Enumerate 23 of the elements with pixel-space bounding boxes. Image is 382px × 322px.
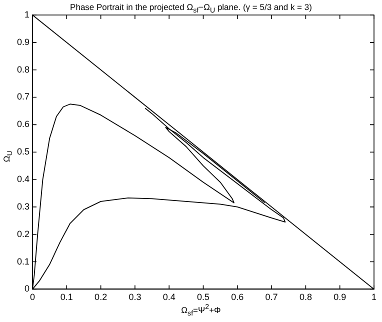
x-tick-label: 0.4 xyxy=(162,292,176,302)
x-tick-label: 0.7 xyxy=(265,292,278,302)
y-tick-label: 0.9 xyxy=(16,36,30,47)
x-tick-label: 0.6 xyxy=(231,292,244,302)
y-tick-label: 1 xyxy=(24,9,30,20)
y-tick-label: 0 xyxy=(24,284,30,294)
y-tick-label: 0.3 xyxy=(16,201,30,212)
y-tick-label: 0.7 xyxy=(16,92,30,102)
x-tick-label: 1 xyxy=(371,292,377,302)
y-tick-label: 0.8 xyxy=(16,64,30,74)
y-tick-label: 0.4 xyxy=(16,174,30,184)
x-tick-label: 0.5 xyxy=(197,292,210,302)
y-tick-label: 0.2 xyxy=(16,228,30,239)
x-tick-label: 0.8 xyxy=(299,292,312,302)
x-axis-title: Ω$_{sf}$=Ψ$^{2}$+Φ xyxy=(180,303,222,318)
x-tick-label: 0.2 xyxy=(94,292,108,302)
x-tick-label: 0.9 xyxy=(334,292,346,302)
y-tick-label: 0.5 xyxy=(16,146,30,157)
x-tick-label: 0.3 xyxy=(128,292,142,302)
y-tick-label: 0.6 xyxy=(16,119,30,130)
x-tick-label: 0.1 xyxy=(60,292,73,302)
y-tick-label: 0.1 xyxy=(16,256,30,266)
chart-title: Phase Portrait in the projected Ω$_{sf}$−Ω$_{U}$ plane. (γ = 5/3 and k = 3) xyxy=(70,2,312,15)
